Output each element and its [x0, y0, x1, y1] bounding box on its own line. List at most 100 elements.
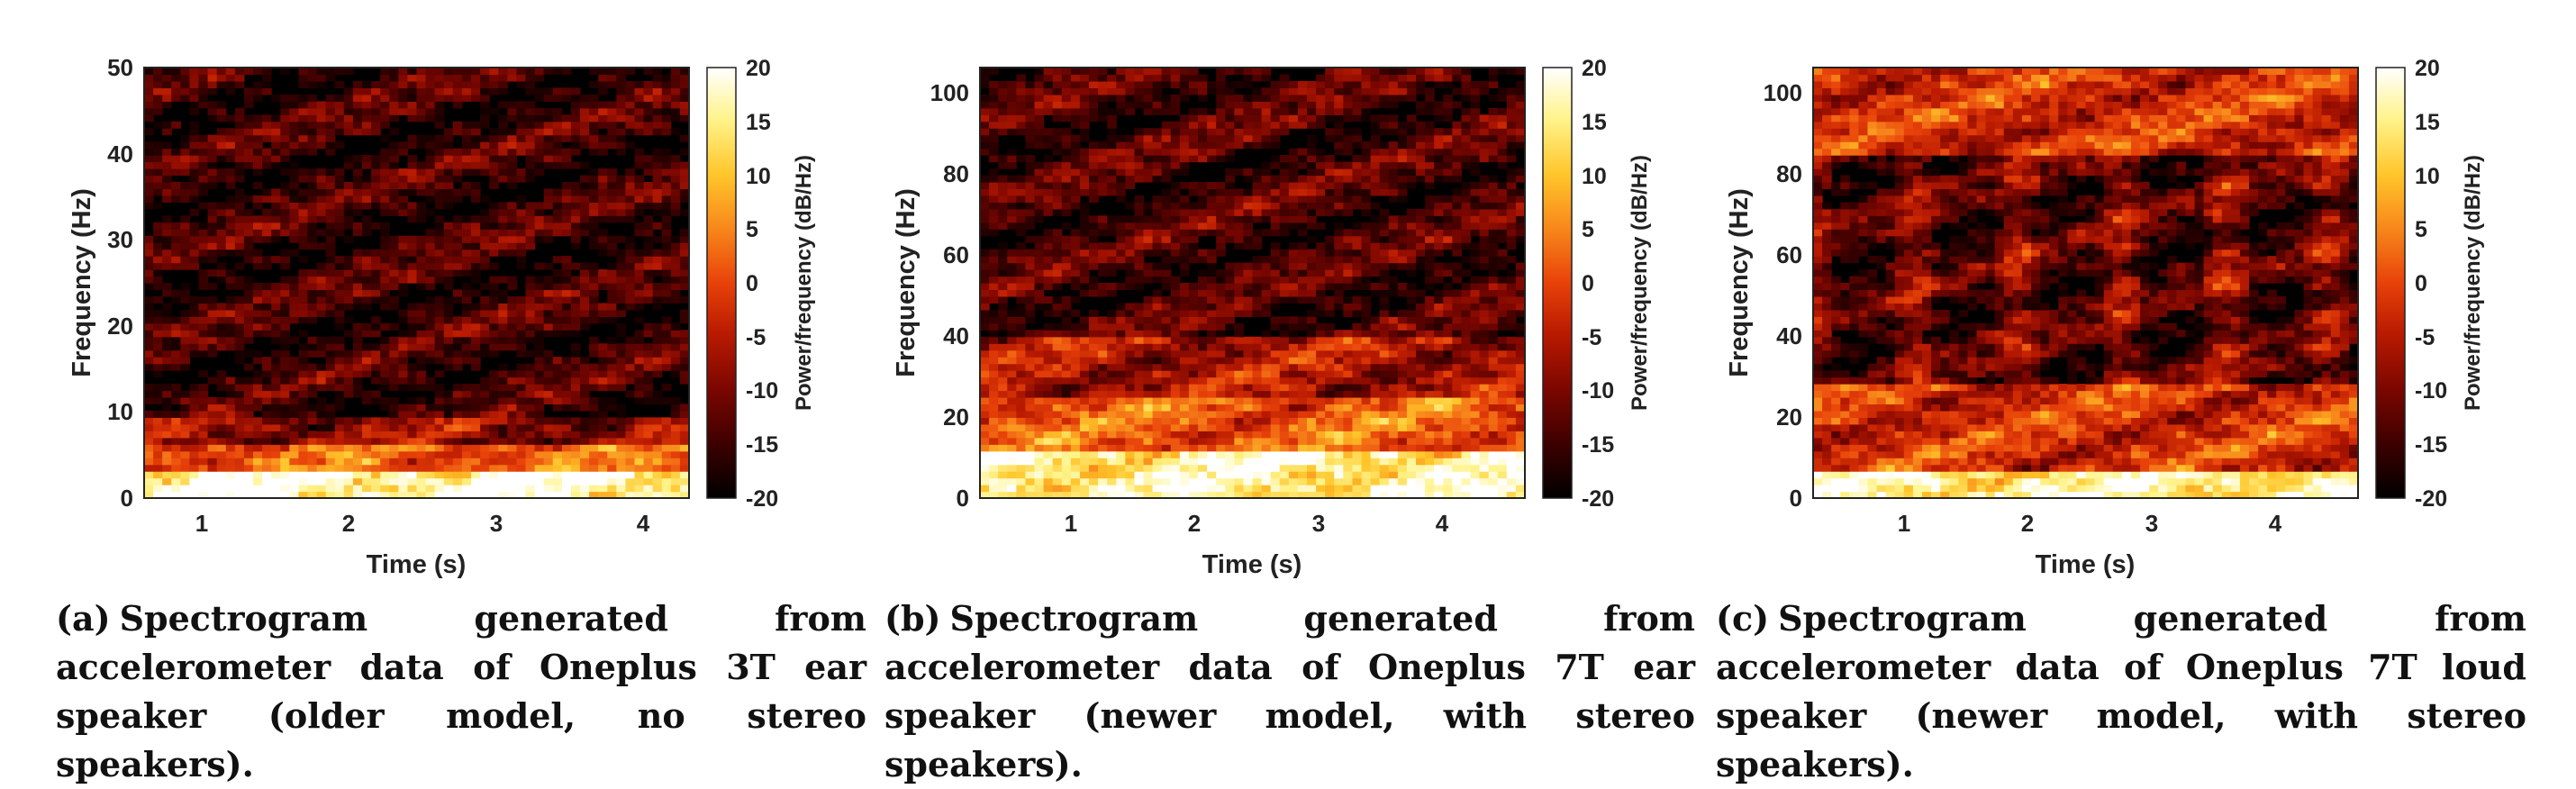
heatmap-cell	[144, 87, 154, 95]
heatmap-cell	[371, 283, 381, 290]
heatmap-cell	[598, 310, 608, 317]
heatmap-cell	[226, 236, 236, 243]
heatmap-cell	[1389, 458, 1399, 465]
heatmap-cell	[189, 465, 199, 472]
heatmap-cell	[1471, 364, 1481, 371]
heatmap-cell	[362, 182, 372, 189]
heatmap-cell	[1461, 377, 1471, 385]
heatmap-cell	[607, 310, 617, 317]
heatmap-cell	[189, 458, 199, 465]
heatmap-cell	[1153, 384, 1163, 391]
heatmap-cell	[199, 411, 209, 418]
heatmap-cell	[353, 209, 363, 216]
heatmap-cell	[1180, 323, 1190, 331]
heatmap-cell	[980, 296, 990, 304]
heatmap-cell	[426, 68, 436, 75]
heatmap-cell	[1071, 364, 1081, 371]
heatmap-cell	[262, 438, 272, 445]
heatmap-cell	[180, 74, 190, 81]
heatmap-cell	[516, 263, 526, 270]
heatmap-cell	[1243, 471, 1253, 478]
heatmap-cell	[1380, 411, 1390, 418]
heatmap-cell	[380, 377, 390, 385]
heatmap-cell	[1434, 330, 1444, 337]
heatmap-cell	[1025, 277, 1035, 284]
heatmap-cell	[426, 95, 436, 102]
heatmap-cell	[335, 438, 345, 445]
heatmap-cell	[308, 343, 318, 350]
heatmap-cell	[153, 417, 163, 424]
heatmap-cell	[144, 101, 154, 108]
heatmap-cell	[335, 95, 345, 102]
heatmap-cell	[1153, 316, 1163, 323]
heatmap-cell	[280, 424, 290, 431]
heatmap-cell	[1316, 364, 1326, 371]
heatmap-cell	[553, 256, 563, 263]
heatmap-cell	[271, 485, 281, 492]
heatmap-cell	[671, 323, 681, 331]
heatmap-cell	[1053, 377, 1063, 385]
heatmap-cell	[235, 202, 245, 209]
heatmap-cell	[571, 296, 581, 304]
heatmap-cell	[980, 485, 990, 492]
heatmap-cell	[344, 182, 354, 189]
heatmap-cell	[498, 343, 508, 350]
heatmap-cell	[1471, 370, 1481, 377]
heatmap-cell	[980, 404, 990, 411]
heatmap-cell	[326, 195, 336, 203]
heatmap-cell	[1035, 485, 1045, 492]
heatmap-cell	[1080, 438, 1090, 445]
heatmap-cell	[653, 256, 663, 263]
heatmap-cell	[153, 269, 163, 277]
heatmap-cell	[144, 411, 154, 418]
heatmap-cell	[644, 350, 654, 358]
heatmap-cell	[580, 101, 590, 108]
heatmap-cell	[417, 249, 427, 257]
heatmap-cell	[444, 451, 454, 458]
heatmap-cell	[489, 229, 499, 236]
heatmap-cell	[507, 343, 517, 350]
heatmap-cell	[453, 397, 463, 404]
heatmap-cell	[662, 209, 672, 216]
heatmap-cell	[1180, 451, 1190, 458]
heatmap-cell	[1025, 364, 1035, 371]
heatmap-cell	[1280, 411, 1290, 418]
heatmap-cell	[1134, 343, 1144, 350]
heatmap-cell	[616, 182, 626, 189]
heatmap-cell	[1180, 316, 1190, 323]
heatmap-cell	[298, 330, 308, 337]
heatmap-cell	[1434, 357, 1444, 364]
heatmap-cell	[1234, 289, 1244, 296]
heatmap-cell	[144, 391, 154, 398]
heatmap-cell	[589, 438, 599, 445]
heatmap-cell	[607, 249, 617, 257]
heatmap-cell	[571, 135, 581, 142]
heatmap-cell	[1262, 485, 1272, 492]
heatmap-cell	[1180, 431, 1190, 438]
heatmap-cell	[635, 162, 645, 169]
heatmap-cell	[298, 384, 308, 391]
heatmap-cell	[1125, 316, 1135, 323]
heatmap-cell	[662, 465, 672, 472]
heatmap-cell	[1053, 357, 1063, 364]
heatmap-cell	[635, 277, 645, 284]
heatmap-cell	[189, 95, 199, 102]
heatmap-cell	[1144, 343, 1154, 350]
heatmap-cell	[1216, 357, 1226, 364]
heatmap-cell	[1407, 458, 1417, 465]
heatmap-cell	[153, 330, 163, 337]
heatmap-cell	[199, 236, 209, 243]
heatmap-cell	[1125, 417, 1135, 424]
heatmap-cell	[407, 465, 417, 472]
heatmap-cell	[498, 242, 508, 249]
heatmap-cell	[1325, 370, 1335, 377]
heatmap-cell	[1225, 465, 1235, 472]
heatmap-cell	[1343, 465, 1353, 472]
heatmap-cell	[1207, 404, 1217, 411]
heatmap-cell	[353, 431, 363, 438]
heatmap-cell	[653, 108, 663, 115]
heatmap-cell	[662, 330, 672, 337]
heatmap-cell	[1189, 411, 1199, 418]
heatmap-cell	[462, 397, 472, 404]
heatmap-cell	[553, 188, 563, 195]
